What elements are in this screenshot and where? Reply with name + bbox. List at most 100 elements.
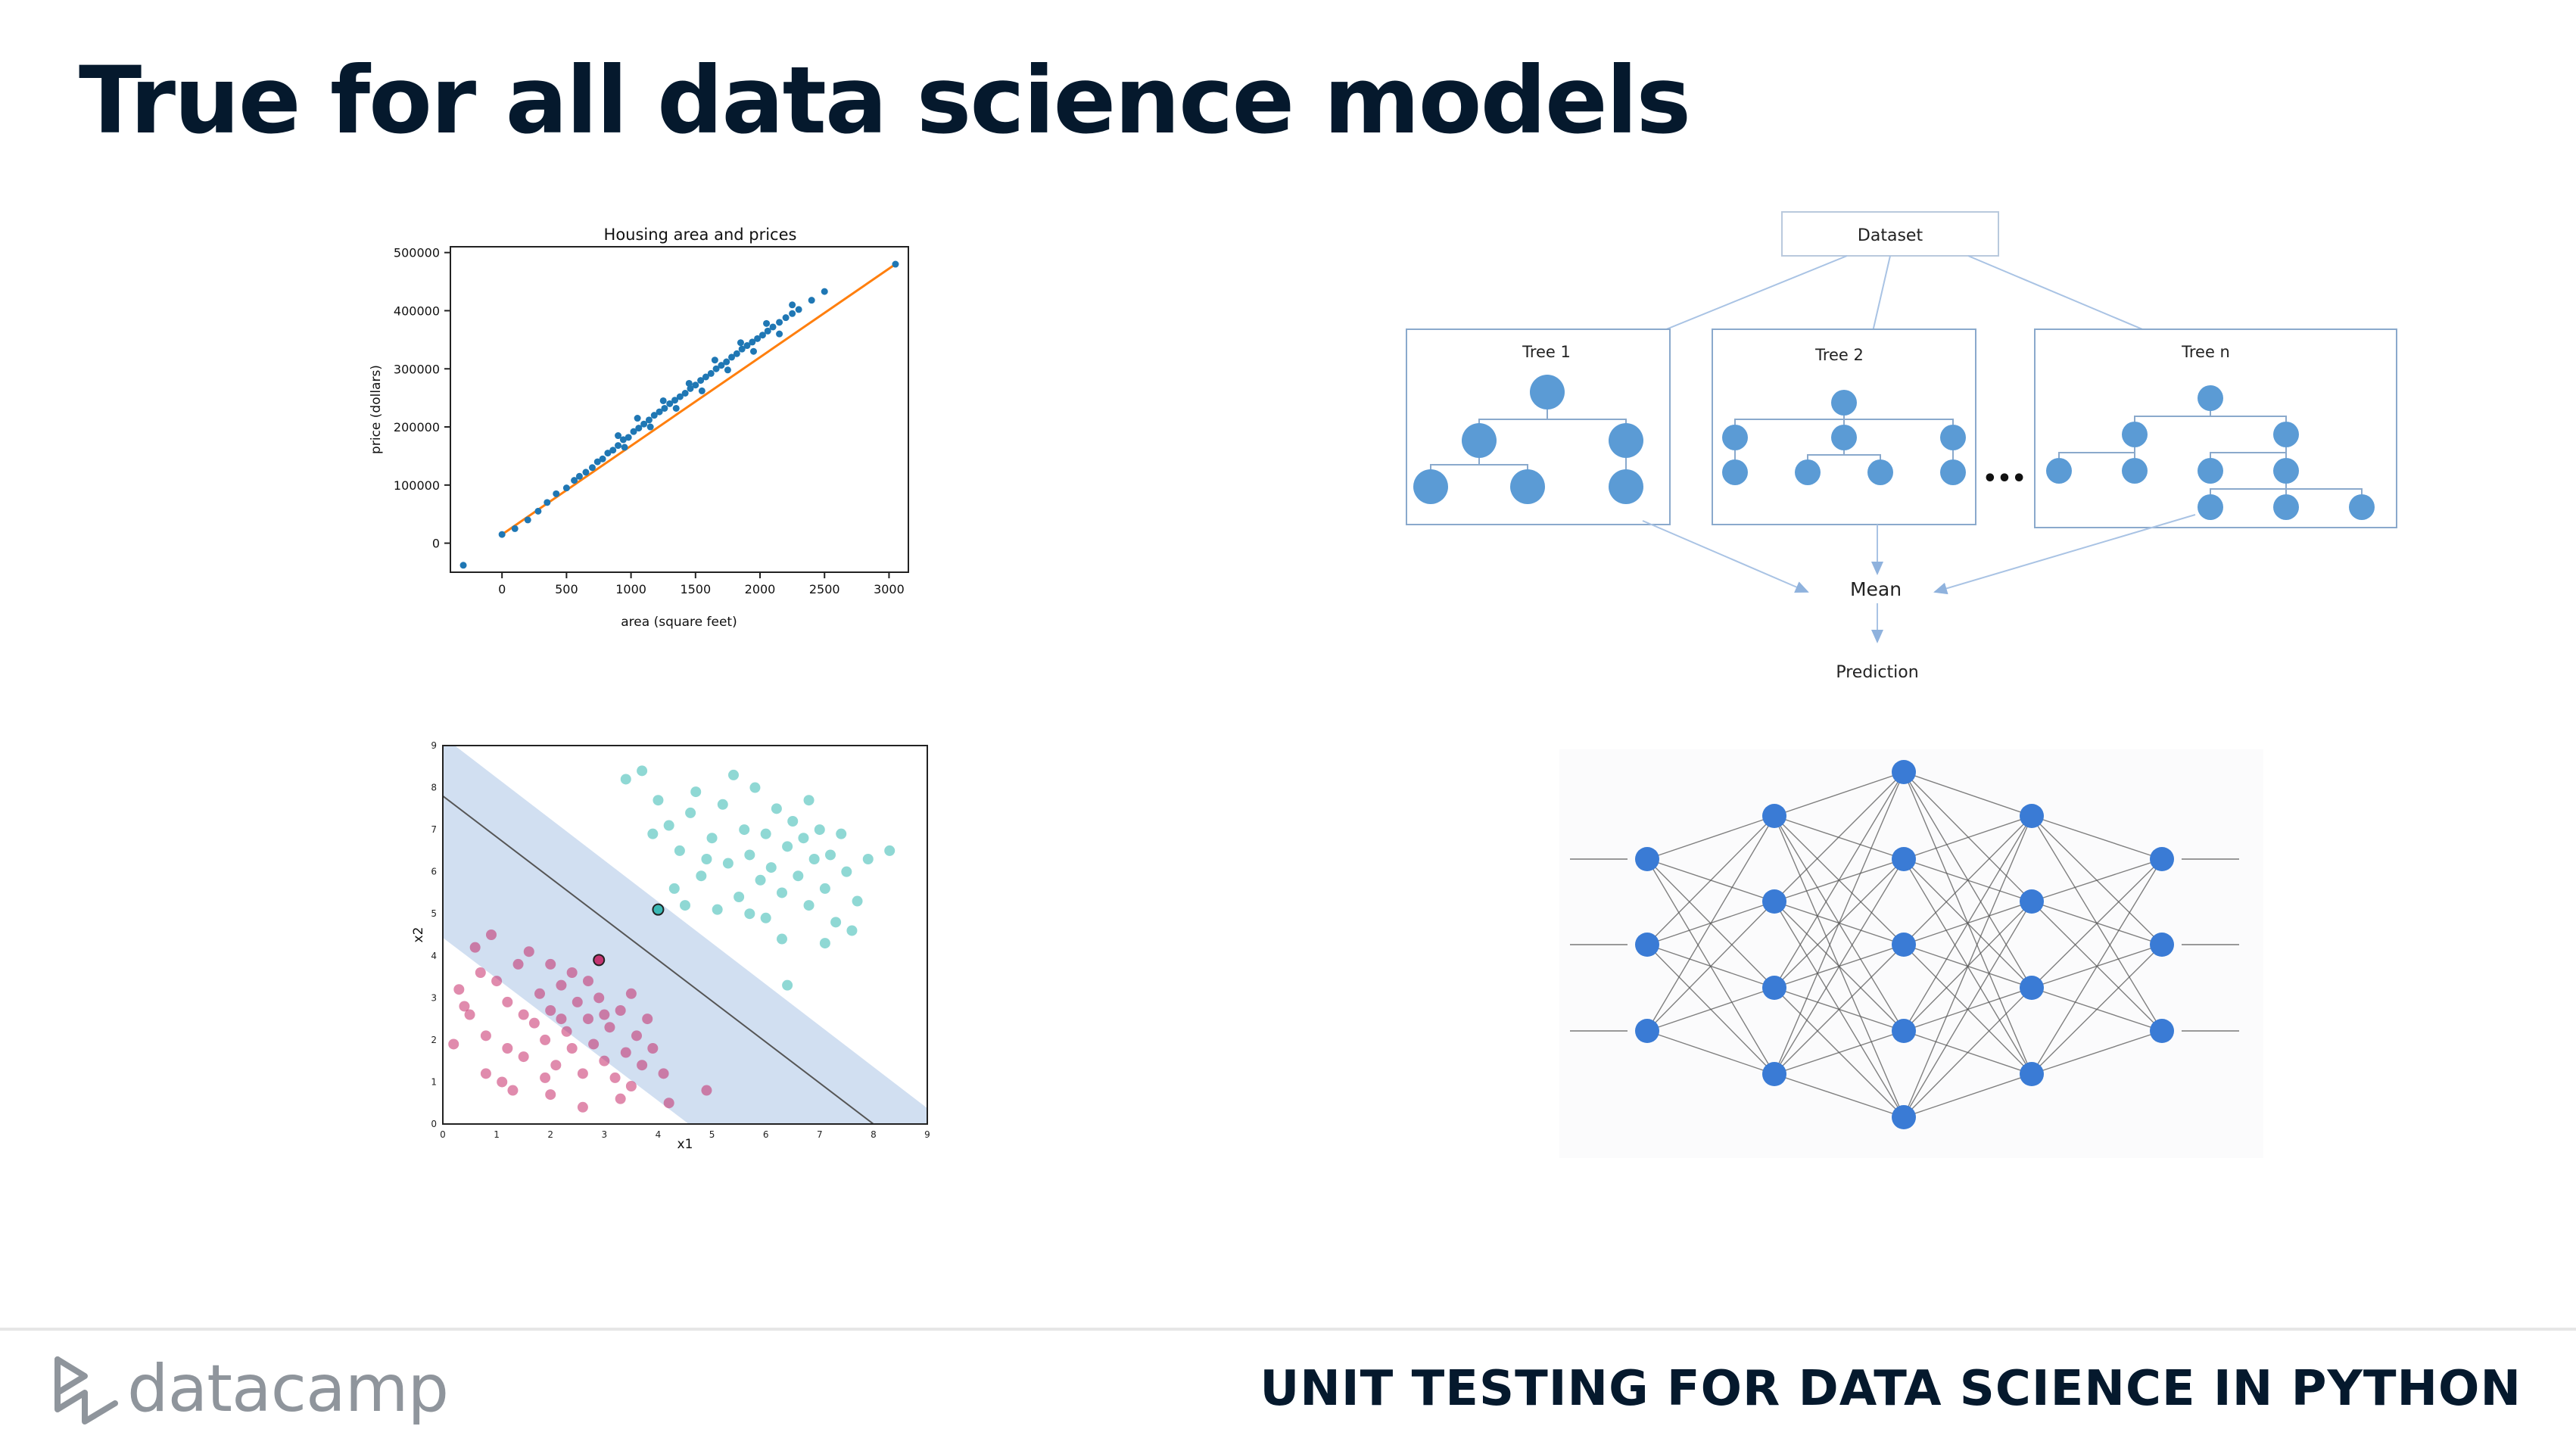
svm-class-b-point	[836, 828, 847, 839]
svm-class-a-point	[469, 942, 481, 953]
housing-data-point	[630, 428, 637, 435]
svm-class-a-point	[556, 1014, 567, 1025]
svm-class-a-point	[583, 1014, 593, 1025]
housing-data-point	[697, 377, 705, 385]
svm-class-a-point	[453, 984, 465, 995]
housing-data-point	[711, 357, 718, 364]
svm-class-a-point	[615, 1093, 626, 1104]
housing-data-point	[789, 301, 796, 309]
svm-class-a-point	[502, 996, 513, 1007]
svm-y-tick-label: 7	[431, 824, 437, 835]
svm-class-a-point	[572, 996, 583, 1007]
svm-class-b-point	[841, 866, 852, 877]
nn-connection	[1903, 1073, 2032, 1118]
svm-class-b-point	[782, 841, 793, 852]
housing-data-point	[672, 404, 680, 412]
housing-data-point	[707, 369, 715, 377]
svm-class-a-point	[658, 1068, 669, 1079]
housing-data-point	[702, 373, 709, 381]
nn-connection	[1646, 815, 1775, 945]
nn-connection	[1774, 944, 1905, 1075]
tree1-to-mean-arrow	[1642, 520, 1809, 593]
svm-class-a-point	[534, 988, 545, 999]
nn-connection	[2031, 858, 2163, 1075]
svm-x-tick-label: 2	[547, 1129, 553, 1140]
housing-data-point	[728, 353, 736, 361]
datacamp-logo: datacamp	[51, 1347, 449, 1431]
svm-class-b-point	[734, 892, 745, 902]
svm-class-a-point	[540, 1072, 551, 1083]
svm-class-b-point	[696, 870, 707, 882]
housing-fit-line	[501, 263, 896, 536]
housing-data-point	[808, 297, 815, 304]
nn-connection	[1646, 815, 1775, 1032]
housing-data-point	[749, 347, 757, 355]
nn-connection	[2031, 815, 2163, 860]
svm-x-tick-label: 1	[494, 1129, 500, 1140]
slide-title: True for all data science models	[79, 47, 1691, 154]
dataset-box	[1781, 211, 1999, 257]
nn-connection	[1646, 815, 1775, 860]
svm-scatter-chart: 0 1 2 3 4 5 6 7 8 9 0 1 2 3 4 5 6 7 8 9 x1 x2	[411, 740, 930, 1152]
tree2-node	[1722, 459, 1748, 485]
svm-class-a-point	[518, 1051, 529, 1063]
datacamp-logo-icon	[55, 1356, 118, 1425]
nn-connection	[1774, 858, 1905, 1075]
svm-class-b-point	[771, 803, 782, 814]
housing-data-point	[599, 455, 606, 462]
svm-class-b-point	[637, 765, 648, 777]
nn-neuron	[1892, 847, 1916, 871]
svm-plot-area	[442, 745, 928, 1125]
nn-neuron	[1892, 1019, 1916, 1043]
svm-class-b-point	[787, 816, 799, 827]
svm-class-b-point	[852, 895, 863, 907]
svm-class-a-point	[464, 1009, 475, 1020]
housing-data-point	[615, 432, 622, 440]
svm-class-b-point	[701, 854, 712, 864]
housing-y-tick-label: 0	[432, 537, 440, 551]
svm-class-a-point	[577, 1101, 588, 1113]
svm-class-b-point	[663, 820, 674, 831]
housing-data-point	[640, 420, 648, 428]
tree2-node	[1940, 425, 1966, 450]
svm-class-b-point	[749, 782, 761, 793]
svm-class-b-point	[744, 908, 755, 920]
housing-data-point	[582, 469, 590, 476]
svm-class-b-point	[777, 933, 787, 945]
svm-class-b-point	[722, 858, 734, 869]
treen-label: Tree n	[2181, 343, 2230, 361]
housing-x-tick-label: 1500	[680, 582, 711, 596]
svm-class-b-point	[782, 979, 793, 991]
svm-class-a-point	[480, 1030, 491, 1042]
svm-class-b-point	[739, 824, 750, 836]
treen-node	[2046, 458, 2072, 484]
housing-x-tick-label: 1000	[615, 582, 646, 596]
svm-x-tick-label: 3	[602, 1129, 608, 1140]
nn-connection	[1903, 771, 2032, 902]
tree1-label: Tree 1	[1522, 343, 1571, 361]
svm-class-b-point	[846, 925, 858, 936]
svm-class-b-point	[712, 904, 723, 915]
housing-y-tick-label: 200000	[394, 420, 440, 434]
housing-data-point	[615, 442, 622, 450]
nn-neuron	[2150, 847, 2174, 871]
housing-x-tick-label: 0	[498, 582, 506, 596]
housing-data-point	[769, 323, 777, 331]
svm-x-tick-label: 4	[656, 1129, 662, 1140]
treen-to-mean-arrow	[1933, 514, 2196, 595]
svm-x-tick-label: 6	[763, 1129, 769, 1140]
svm-class-a-point	[475, 967, 486, 978]
svm-class-b-point	[819, 883, 830, 894]
housing-data-point	[553, 490, 560, 497]
housing-data-point	[712, 365, 720, 372]
housing-data-point	[656, 408, 663, 416]
svm-class-a-point	[615, 1005, 626, 1016]
nn-neuron	[1892, 1105, 1916, 1129]
svm-class-b-point	[717, 799, 728, 810]
nn-neuron	[1635, 933, 1659, 957]
nn-connection	[1903, 987, 2032, 1118]
svm-class-b-point	[760, 828, 771, 839]
svm-class-a-point	[550, 1060, 562, 1071]
nn-neuron	[1635, 847, 1659, 871]
housing-data-point	[738, 345, 746, 353]
